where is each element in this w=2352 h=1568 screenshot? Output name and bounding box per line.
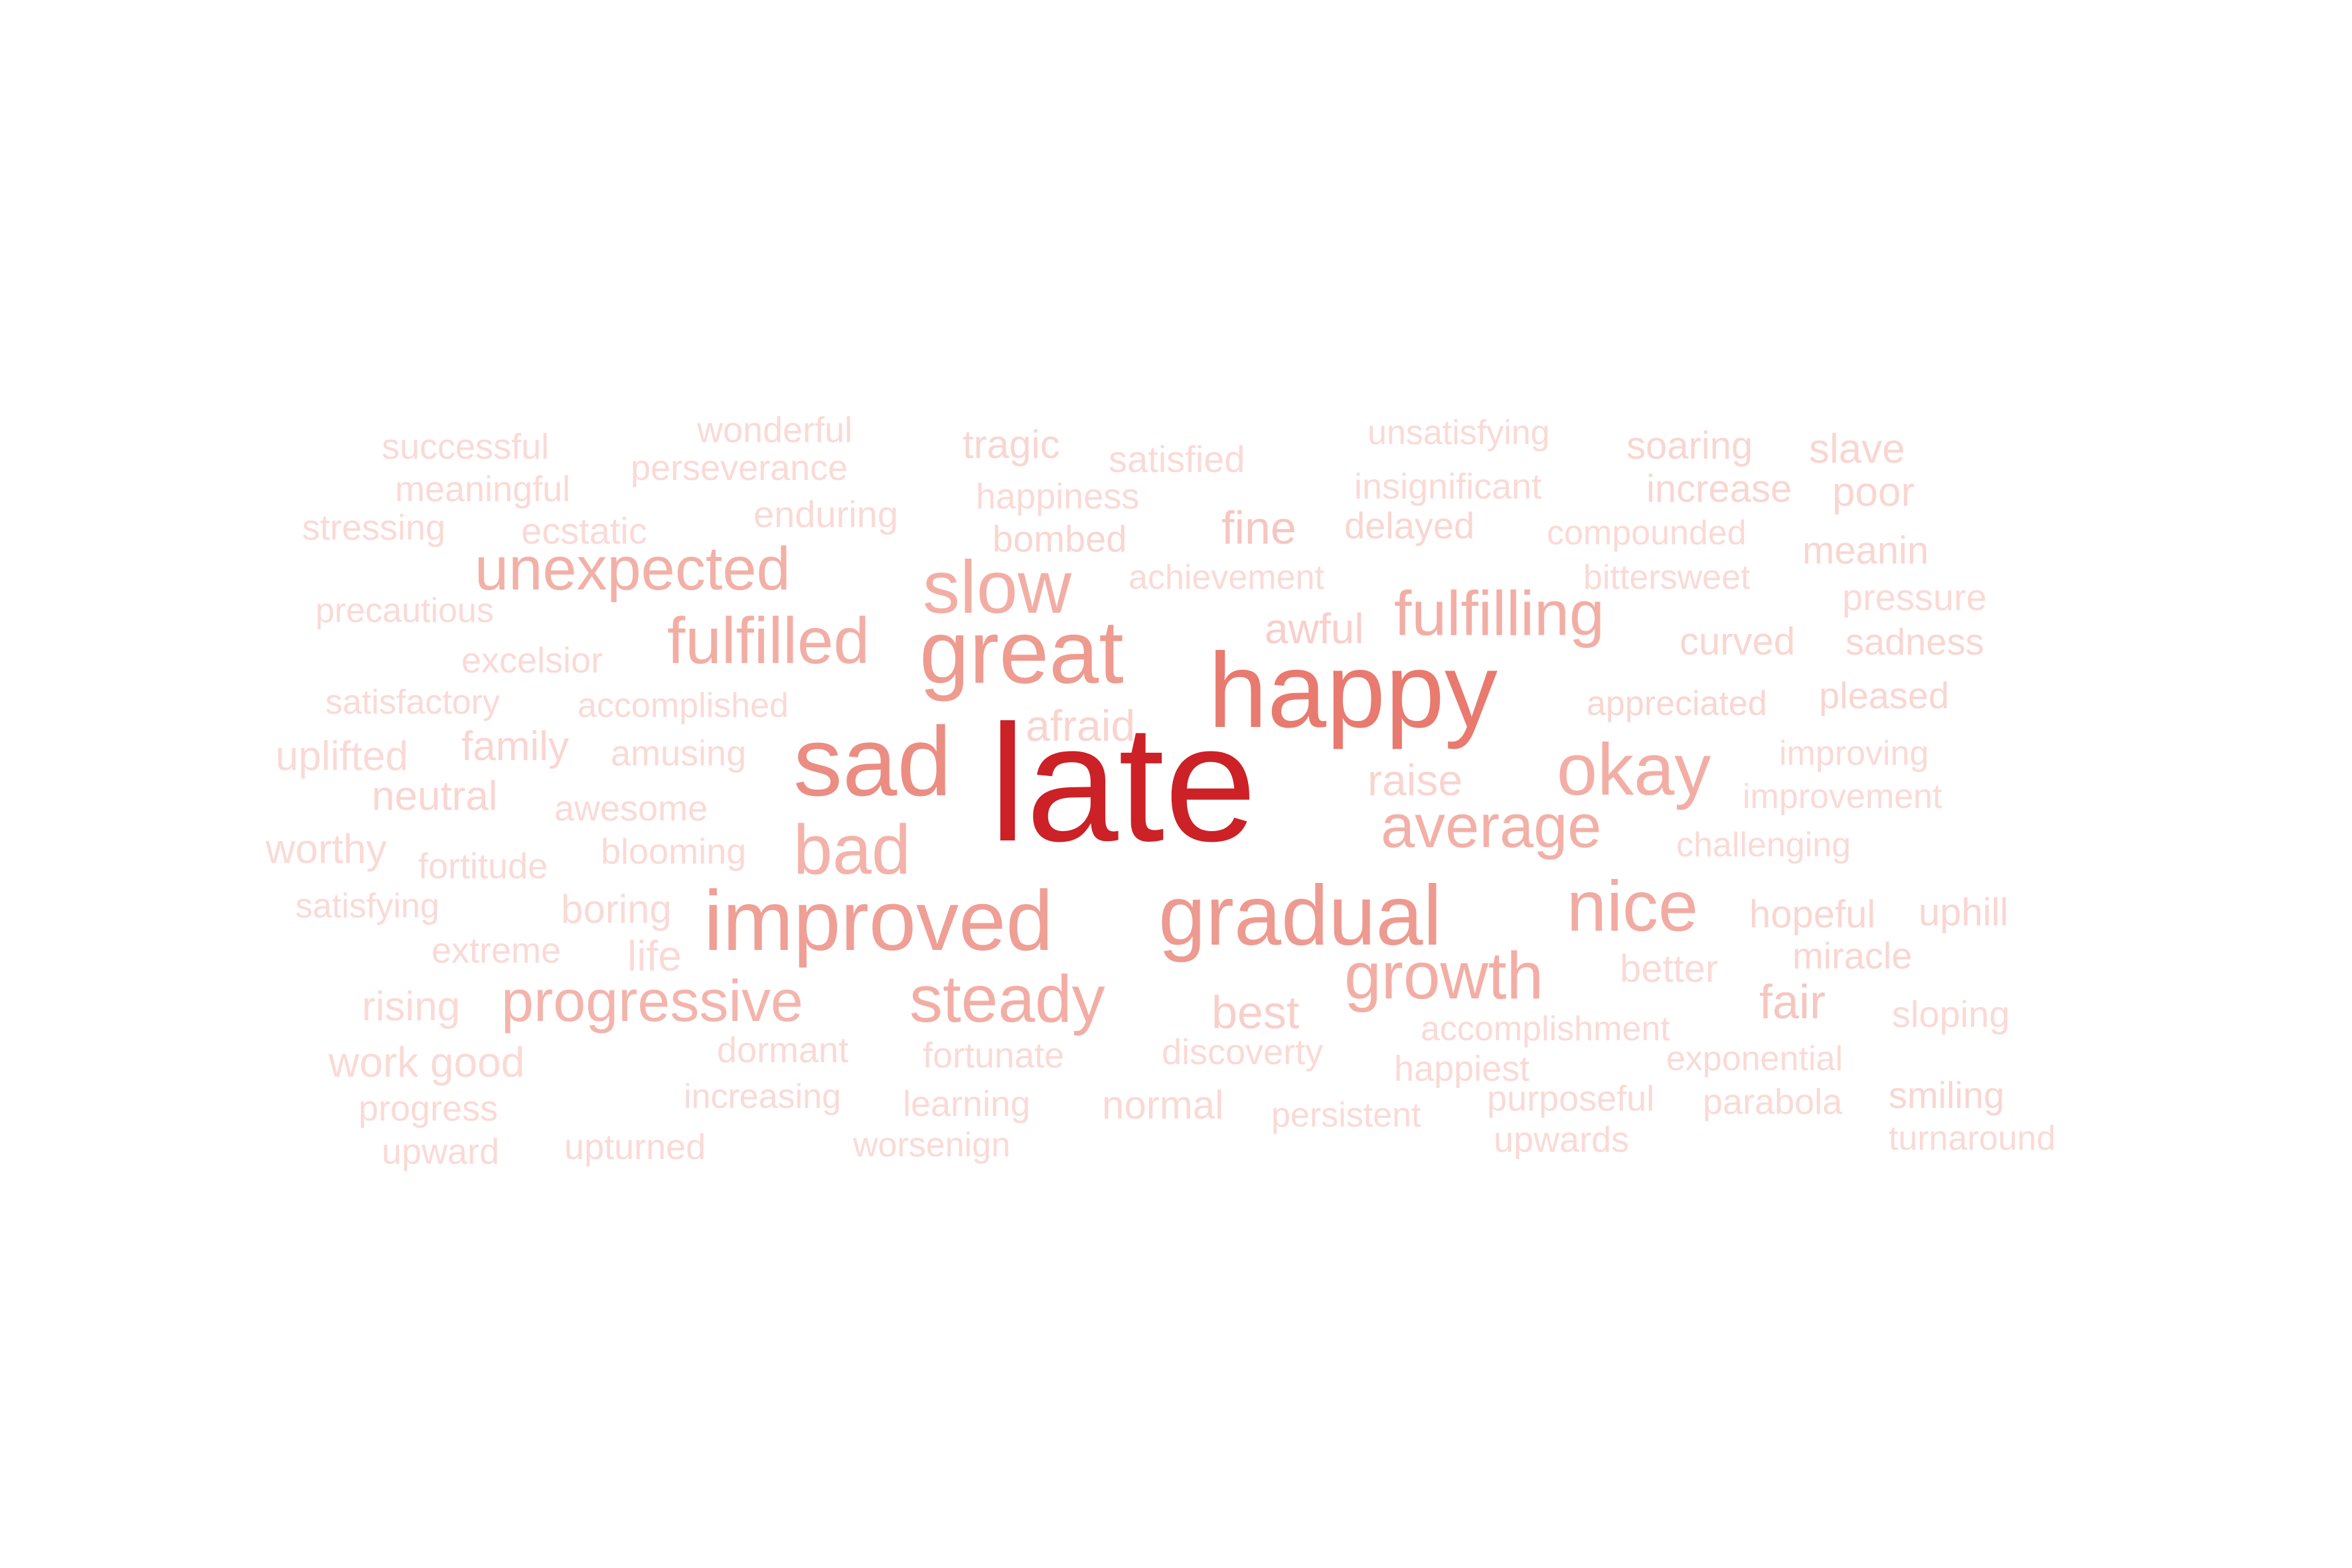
word-perseverance: perseverance (631, 448, 848, 488)
word-average: average (1381, 793, 1602, 860)
word-satisfying: satisfying (295, 887, 439, 925)
word-improving: improving (1779, 734, 1929, 773)
word-better: better (1620, 947, 1719, 990)
word-insignificant: insignificant (1354, 467, 1542, 507)
word-rising: rising (362, 984, 461, 1030)
word-progressive: progressive (501, 968, 803, 1034)
word-miracle: miracle (1792, 935, 1913, 977)
word-persistent: persistent (1271, 1096, 1421, 1135)
word-family: family (461, 724, 569, 769)
word-bad: bad (793, 811, 911, 889)
word-awesome: awesome (554, 789, 708, 828)
word-challenging: challenging (1676, 826, 1851, 864)
word-soaring: soaring (1626, 424, 1753, 467)
word-fortitude: fortitude (418, 846, 548, 886)
word-successful: successful (382, 427, 550, 467)
word-life: life (627, 932, 682, 980)
word-tragic: tragic (963, 422, 1060, 467)
word-sloping: sloping (1892, 993, 2010, 1035)
word-neutral: neutral (372, 773, 498, 819)
word-extreme: extreme (431, 931, 562, 971)
word-okay: okay (1557, 729, 1711, 811)
word-happiest: happiest (1394, 1049, 1530, 1089)
word-work-good: work good (329, 1038, 525, 1086)
word-purposeful: purposeful (1487, 1079, 1655, 1119)
word-gradual: gradual (1158, 868, 1442, 963)
word-unsatisfying: unsatisfying (1368, 414, 1550, 452)
word-poor: poor (1832, 469, 1915, 515)
word-delayed: delayed (1344, 505, 1475, 546)
word-increase: increase (1646, 467, 1792, 510)
word-nice: nice (1567, 866, 1699, 946)
word-worthy: worthy (266, 826, 387, 872)
word-great: great (919, 601, 1124, 702)
word-awful: awful (1265, 605, 1364, 653)
word-compounded: compounded (1547, 514, 1747, 552)
word-satisfactory: satisfactory (325, 683, 500, 722)
word-dormant: dormant (717, 1030, 849, 1070)
word-normal: normal (1102, 1083, 1224, 1127)
word-hopeful: hopeful (1749, 893, 1876, 936)
word-uplifted: uplifted (275, 734, 408, 779)
word-accomplished: accomplished (578, 686, 789, 725)
word-happiness: happiness (976, 477, 1140, 516)
word-pleased: pleased (1819, 674, 1950, 716)
word-happy: happy (1208, 631, 1498, 749)
word-satisfied: satisfied (1109, 438, 1245, 480)
word-fulfilled: fulfilled (667, 604, 870, 677)
word-steady: steady (909, 962, 1105, 1036)
word-slave: slave (1809, 426, 1905, 472)
word-growth: growth (1344, 939, 1544, 1013)
word-upward: upward (382, 1132, 500, 1172)
word-ecstatic: ecstatic (521, 510, 647, 552)
word-parabola: parabola (1703, 1082, 1843, 1122)
word-meaningful: meaningful (395, 469, 571, 509)
word-smiling: smiling (1889, 1074, 2005, 1116)
word-increasing: increasing (684, 1077, 842, 1116)
word-raise: raise (1368, 755, 1463, 805)
word-precautious: precautious (315, 591, 494, 630)
word-enduring: enduring (753, 493, 898, 535)
word-unexpected: unexpected (475, 535, 791, 603)
word-discoverty: discoverty (1162, 1032, 1324, 1072)
word-learning: learning (903, 1084, 1031, 1124)
word-late: late (989, 690, 1257, 876)
word-sad: sad (793, 707, 952, 817)
word-achievement: achievement (1129, 558, 1324, 597)
word-fine: fine (1221, 502, 1296, 554)
word-boring: boring (561, 887, 672, 931)
word-upturned: upturned (564, 1127, 706, 1167)
word-bittersweet: bittersweet (1583, 558, 1751, 597)
word-uphill: uphill (1919, 891, 2009, 934)
word-pressure: pressure (1842, 576, 1987, 618)
word-stressing: stressing (302, 508, 446, 548)
word-turnaround: turnaround (1889, 1119, 2056, 1158)
word-exponential: exponential (1666, 1040, 1843, 1078)
word-fulfilling: fulfilling (1394, 578, 1605, 649)
word-slow: slow (923, 546, 1072, 629)
word-improved: improved (704, 874, 1054, 969)
word-meanin: meanin (1802, 529, 1929, 572)
word-bombed: bombed (992, 518, 1127, 560)
word-accomplishment: accomplishment (1421, 1010, 1670, 1048)
word-fortunate: fortunate (923, 1036, 1065, 1075)
word-wonderful: wonderful (697, 410, 853, 450)
word-appreciated: appreciated (1587, 684, 1767, 723)
word-blooming: blooming (601, 832, 747, 872)
word-improvement: improvement (1743, 777, 1942, 816)
word-best: best (1212, 986, 1300, 1038)
word-curved: curved (1680, 620, 1796, 663)
word-amusing: amusing (611, 734, 747, 773)
word-fair: fair (1759, 976, 1826, 1029)
word-upwards: upwards (1494, 1120, 1630, 1160)
word-sadness: sadness (1845, 621, 1984, 663)
word-worsenign: worsenign (853, 1126, 1011, 1164)
word-afraid: afraid (1026, 701, 1136, 750)
word-excelsior: excelsior (461, 641, 603, 680)
word-progress: progress (358, 1089, 499, 1129)
